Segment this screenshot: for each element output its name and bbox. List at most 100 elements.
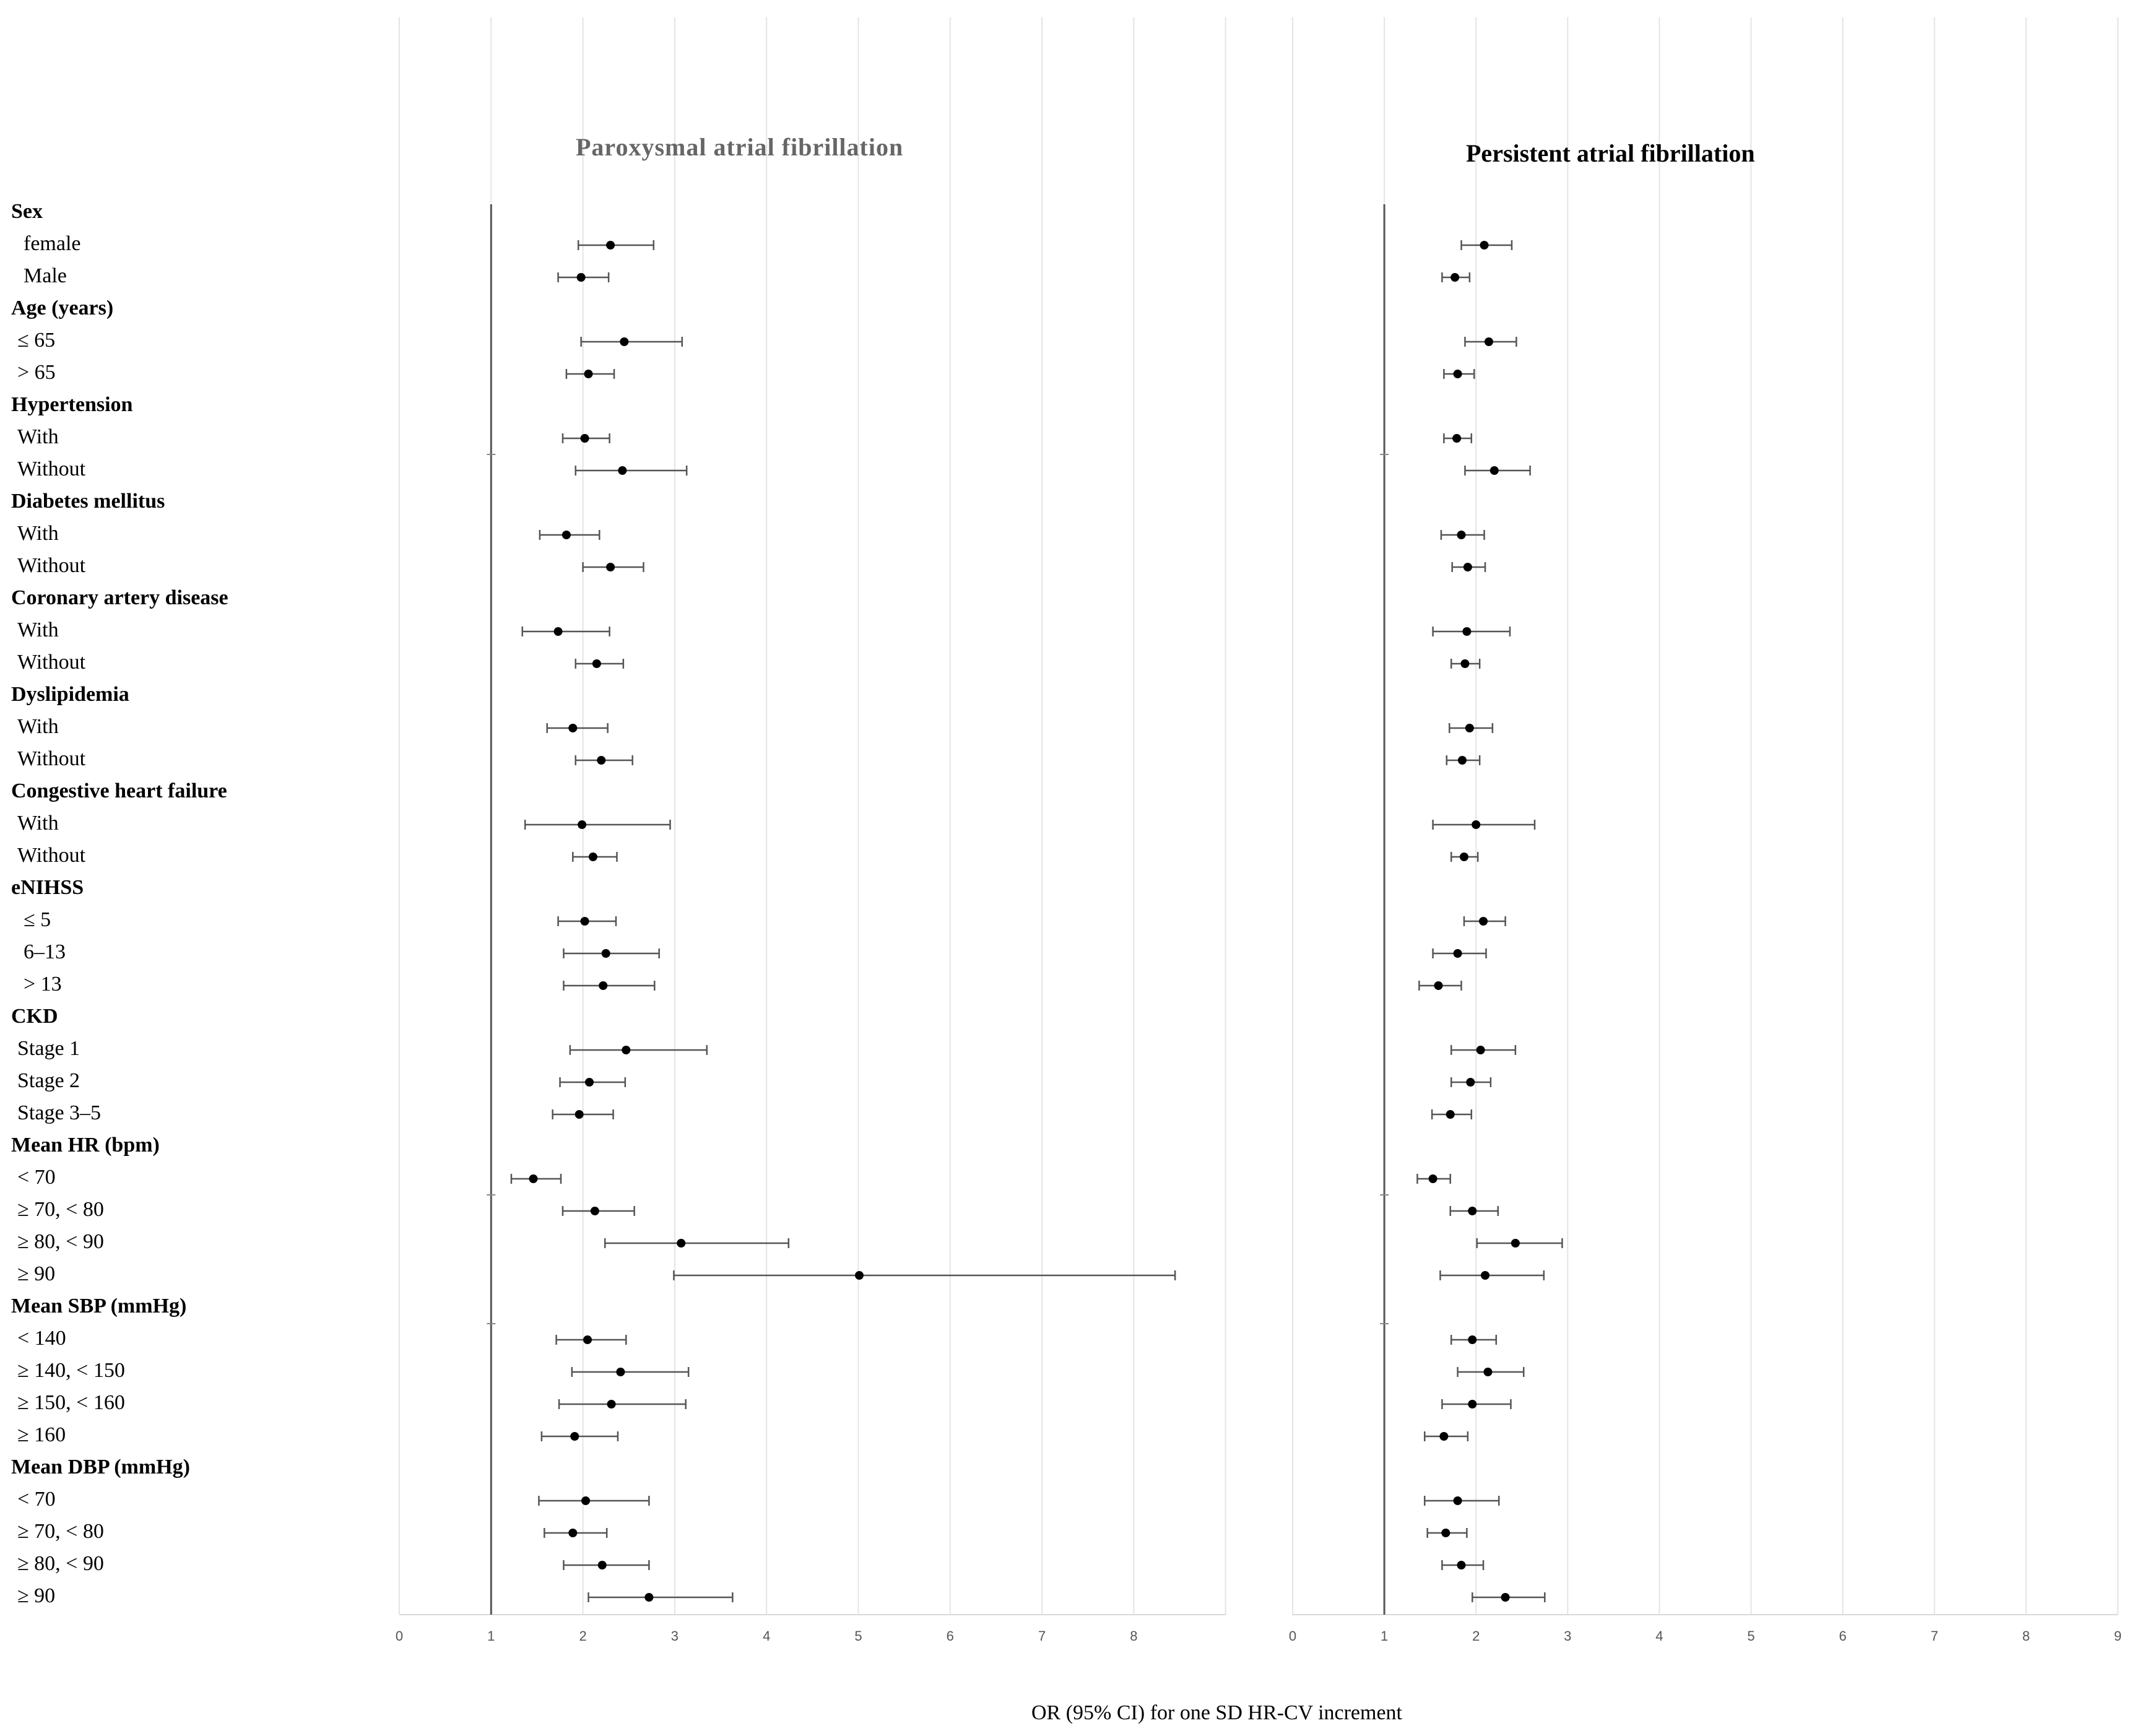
point-estimate bbox=[644, 1593, 654, 1602]
x-tick-label: 4 bbox=[763, 1628, 770, 1644]
subgroup-label: ≤ 65 bbox=[17, 329, 56, 352]
group-label: Mean DBP (mmHg) bbox=[11, 1456, 190, 1478]
group-label: Coronary artery disease bbox=[11, 586, 228, 609]
x-tick-label: 8 bbox=[2023, 1628, 2030, 1644]
group-label: eNIHSS bbox=[11, 876, 84, 899]
point-estimate bbox=[580, 434, 589, 443]
point-estimate bbox=[1428, 1174, 1437, 1183]
subgroup-label: ≥ 90 bbox=[17, 1262, 56, 1285]
point-estimate bbox=[580, 917, 589, 926]
point-estimate bbox=[601, 949, 610, 958]
point-estimate bbox=[1462, 627, 1472, 636]
point-estimate bbox=[592, 659, 601, 668]
point-estimate bbox=[583, 1335, 592, 1344]
point-estimate bbox=[553, 627, 563, 636]
subgroup-label: Stage 3–5 bbox=[17, 1101, 102, 1124]
x-tick-label: 3 bbox=[671, 1628, 679, 1644]
x-tick-label: 8 bbox=[1130, 1628, 1137, 1644]
panel-title-persistent: Persistent atrial fibrillation bbox=[1466, 139, 1755, 167]
point-estimate bbox=[529, 1174, 538, 1183]
point-estimate bbox=[576, 273, 586, 282]
point-estimate bbox=[1457, 531, 1466, 539]
point-estimate bbox=[597, 756, 606, 765]
subgroup-label: ≥ 80, < 90 bbox=[17, 1552, 104, 1575]
point-estimate bbox=[575, 1110, 584, 1119]
point-estimate bbox=[1439, 1432, 1449, 1441]
group-label: Hypertension bbox=[11, 393, 133, 416]
point-estimate bbox=[607, 1400, 616, 1408]
point-estimate bbox=[1472, 820, 1481, 829]
point-estimate bbox=[1484, 337, 1493, 346]
point-estimate bbox=[1479, 917, 1488, 926]
point-estimate bbox=[1501, 1593, 1510, 1602]
x-tick-label: 5 bbox=[1747, 1628, 1754, 1644]
group-label: Mean HR (bpm) bbox=[11, 1134, 160, 1157]
panel-title-paroxysmal: Paroxysmal atrial fibrillation bbox=[576, 133, 904, 161]
point-estimate bbox=[1441, 1529, 1450, 1537]
subgroup-label: With bbox=[17, 618, 59, 641]
point-estimate bbox=[570, 1432, 579, 1441]
x-tick-label: 7 bbox=[1931, 1628, 1938, 1644]
point-estimate bbox=[1457, 756, 1467, 765]
point-estimate bbox=[854, 1271, 864, 1280]
subgroup-label: 6–13 bbox=[24, 940, 66, 963]
group-label: Sex bbox=[11, 200, 43, 223]
point-estimate bbox=[588, 853, 597, 861]
point-estimate bbox=[568, 1529, 578, 1537]
group-label: Dyslipidemia bbox=[11, 683, 129, 706]
x-tick-label: 9 bbox=[2114, 1628, 2122, 1644]
point-estimate bbox=[1459, 853, 1468, 861]
subgroup-label: Without bbox=[17, 651, 86, 674]
point-estimate bbox=[1489, 466, 1499, 475]
x-tick-label: 5 bbox=[854, 1628, 862, 1644]
point-estimate bbox=[578, 820, 587, 829]
subgroup-label: < 140 bbox=[17, 1327, 66, 1350]
x-tick-label: 1 bbox=[1381, 1628, 1388, 1644]
point-estimate bbox=[1453, 370, 1462, 378]
point-estimate bbox=[616, 1368, 625, 1376]
point-estimate bbox=[1480, 241, 1489, 250]
x-tick-label: 0 bbox=[1289, 1628, 1296, 1644]
group-label: CKD bbox=[11, 1005, 58, 1028]
subgroup-label: With bbox=[17, 425, 59, 448]
point-estimate bbox=[1468, 1335, 1477, 1344]
subgroup-label: Without bbox=[17, 747, 86, 770]
point-estimate bbox=[1466, 1078, 1475, 1087]
subgroup-label: ≥ 70, < 80 bbox=[17, 1198, 104, 1221]
subgroup-label: ≥ 140, < 150 bbox=[17, 1359, 125, 1382]
point-estimate bbox=[597, 1561, 607, 1569]
x-tick-label: 4 bbox=[1655, 1628, 1663, 1644]
x-tick-label: 2 bbox=[579, 1628, 586, 1644]
point-estimate bbox=[606, 241, 615, 250]
point-estimate bbox=[606, 563, 615, 571]
subgroup-label: ≥ 70, < 80 bbox=[17, 1520, 104, 1543]
estimates bbox=[510, 240, 1563, 1602]
subgroup-label: > 65 bbox=[17, 361, 56, 384]
point-estimate bbox=[677, 1239, 686, 1248]
x-tick-label: 7 bbox=[1038, 1628, 1046, 1644]
subgroup-label: ≤ 5 bbox=[24, 908, 51, 931]
point-estimate bbox=[1434, 981, 1443, 990]
point-estimate bbox=[1465, 724, 1474, 732]
subgroup-label: ≥ 80, < 90 bbox=[17, 1230, 104, 1253]
x-tick-label: 0 bbox=[396, 1628, 403, 1644]
point-estimate bbox=[584, 370, 593, 378]
point-estimate bbox=[1453, 1496, 1462, 1505]
subgroup-label: With bbox=[17, 522, 59, 545]
subgroup-label: Without bbox=[17, 458, 86, 480]
group-label: Diabetes mellitus bbox=[11, 490, 165, 513]
subgroup-label: < 70 bbox=[17, 1166, 56, 1189]
axes: 0 1 2 3 4 5 6 7 8 0 1 2 3 4 5 6 7 8 9 bbox=[396, 204, 2122, 1644]
subgroup-label: female bbox=[24, 232, 81, 255]
subgroup-label: ≥ 90 bbox=[17, 1584, 56, 1607]
point-estimate bbox=[1460, 659, 1470, 668]
point-estimate bbox=[562, 531, 571, 539]
subgroup-label: Without bbox=[17, 554, 86, 577]
subgroup-label: With bbox=[17, 715, 59, 738]
point-estimate bbox=[1450, 273, 1460, 282]
group-label: Mean SBP (mmHg) bbox=[11, 1295, 187, 1317]
x-axis-title: OR (95% CI) for one SD HR-CV increment bbox=[1031, 1701, 1403, 1724]
point-estimate bbox=[1468, 1400, 1477, 1408]
